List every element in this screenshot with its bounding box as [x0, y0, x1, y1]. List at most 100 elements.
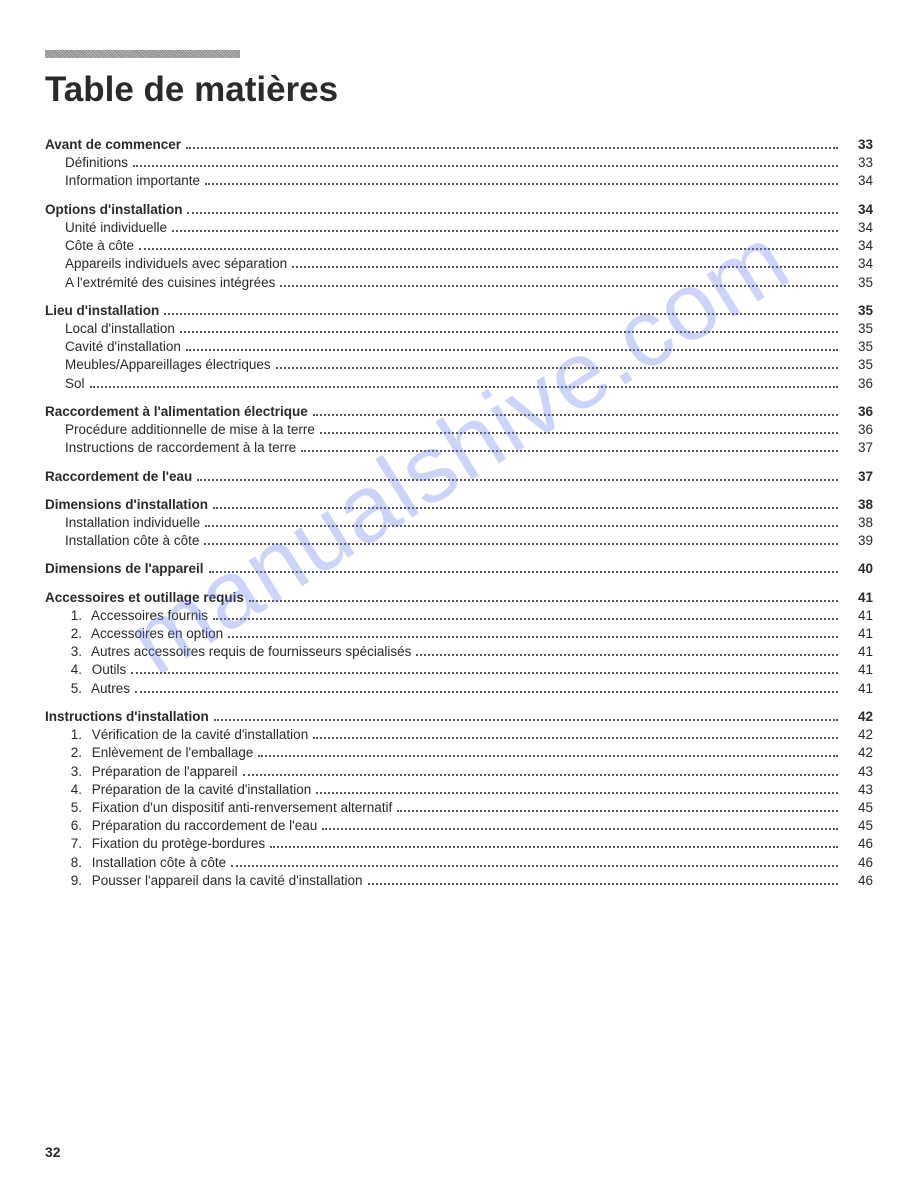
toc-heading-page: 35: [843, 302, 873, 320]
toc-item-label: 3. Autres accessoires requis de fourniss…: [45, 643, 411, 661]
toc-leader-dots: [172, 230, 838, 232]
toc-item-label: Procédure additionnelle de mise à la ter…: [45, 421, 315, 439]
toc-item-row: Installation côte à côte 39: [45, 532, 873, 550]
toc-item-page: 46: [843, 854, 873, 872]
toc-item-label: 5. Fixation d'un dispositif anti-renvers…: [45, 799, 392, 817]
toc-leader-dots: [204, 543, 838, 545]
toc-leader-dots: [243, 774, 838, 776]
toc-item-page: 43: [843, 763, 873, 781]
toc-item-number: 1.: [60, 607, 82, 625]
toc-item-row: 8. Installation côte à côte 46: [45, 854, 873, 872]
toc-leader-dots: [270, 846, 838, 848]
toc-leader-dots: [133, 165, 838, 167]
toc-item-page: 35: [843, 274, 873, 292]
toc-item-label: Appareils individuels avec séparation: [45, 255, 287, 273]
toc-item-row: 1. Accessoires fournis 41: [45, 607, 873, 625]
toc-item-page: 45: [843, 799, 873, 817]
toc-item-page: 34: [843, 237, 873, 255]
toc-item-row: Définitions33: [45, 154, 873, 172]
toc-item-label: 2. Accessoires en option: [45, 625, 223, 643]
toc-item-row: Local d'installation35: [45, 320, 873, 338]
toc-item-label: 3. Préparation de l'appareil: [45, 763, 238, 781]
toc-item-number: 2.: [60, 625, 82, 643]
toc-item-page: 41: [843, 607, 873, 625]
toc-item-label: 6. Préparation du raccordement de l'eau: [45, 817, 317, 835]
toc-leader-dots: [313, 414, 838, 416]
toc-leader-dots: [213, 507, 838, 509]
table-of-contents: Avant de commencer33Définitions33Informa…: [45, 136, 873, 890]
page-number: 32: [45, 1144, 61, 1160]
toc-item-row: Procédure additionnelle de mise à la ter…: [45, 421, 873, 439]
toc-item-label: 1. Accessoires fournis: [45, 607, 208, 625]
toc-item-page: 41: [843, 661, 873, 679]
toc-leader-dots: [214, 719, 838, 721]
toc-leader-dots: [320, 432, 838, 434]
toc-item-label: Information importante: [45, 172, 200, 190]
toc-item-row: A l'extrémité des cuisines intégrées 35: [45, 274, 873, 292]
toc-item-number: 4.: [60, 781, 82, 799]
toc-item-number: 8.: [60, 854, 82, 872]
toc-item-label: A l'extrémité des cuisines intégrées: [45, 274, 275, 292]
toc-leader-dots: [397, 810, 838, 812]
toc-section: Avant de commencer33Définitions33Informa…: [45, 136, 873, 191]
toc-leader-dots: [186, 147, 838, 149]
toc-heading-label: Options d'installation: [45, 201, 182, 219]
toc-heading-row: Accessoires et outillage requis41: [45, 589, 873, 607]
toc-leader-dots: [313, 737, 838, 739]
toc-item-row: 6. Préparation du raccordement de l'eau 4…: [45, 817, 873, 835]
toc-item-label: Installation côte à côte: [45, 532, 199, 550]
toc-item-row: Appareils individuels avec séparation 34: [45, 255, 873, 273]
toc-leader-dots: [90, 386, 838, 388]
toc-item-row: 9. Pousser l'appareil dans la cavité d'i…: [45, 872, 873, 890]
toc-section: Raccordement à l'alimentation électrique…: [45, 403, 873, 458]
toc-heading-page: 36: [843, 403, 873, 421]
toc-heading-row: Dimensions de l'appareil40: [45, 560, 873, 578]
toc-leader-dots: [231, 865, 838, 867]
toc-item-label: 9. Pousser l'appareil dans la cavité d'i…: [45, 872, 363, 890]
toc-item-label: 2. Enlèvement de l'emballage: [45, 744, 253, 762]
toc-heading-page: 37: [843, 468, 873, 486]
toc-item-row: 3. Autres accessoires requis de fourniss…: [45, 643, 873, 661]
toc-item-row: 4. Outils41: [45, 661, 873, 679]
toc-section: Accessoires et outillage requis411. Acce…: [45, 589, 873, 698]
toc-item-row: Information importante34: [45, 172, 873, 190]
header-decorative-bar: [45, 50, 240, 58]
toc-item-page: 34: [843, 255, 873, 273]
toc-item-label: 5. Autres: [45, 680, 130, 698]
toc-section: Raccordement de l'eau37: [45, 468, 873, 486]
toc-leader-dots: [209, 571, 838, 573]
toc-item-row: 7. Fixation du protège-bordures46: [45, 835, 873, 853]
toc-item-label: 8. Installation côte à côte: [45, 854, 226, 872]
toc-item-row: 3. Préparation de l'appareil 43: [45, 763, 873, 781]
toc-item-page: 35: [843, 356, 873, 374]
toc-item-page: 39: [843, 532, 873, 550]
toc-item-row: Installation individuelle38: [45, 514, 873, 532]
toc-item-page: 38: [843, 514, 873, 532]
toc-leader-dots: [164, 313, 838, 315]
toc-item-page: 45: [843, 817, 873, 835]
toc-item-row: Unité individuelle34: [45, 219, 873, 237]
toc-item-page: 41: [843, 643, 873, 661]
toc-item-number: 7.: [60, 835, 82, 853]
toc-leader-dots: [135, 691, 838, 693]
toc-leader-dots: [228, 636, 838, 638]
toc-heading-row: Avant de commencer33: [45, 136, 873, 154]
toc-leader-dots: [301, 450, 838, 452]
toc-heading-row: Raccordement de l'eau37: [45, 468, 873, 486]
toc-item-page: 41: [843, 625, 873, 643]
toc-leader-dots: [322, 828, 838, 830]
toc-item-page: 42: [843, 744, 873, 762]
toc-heading-label: Accessoires et outillage requis: [45, 589, 244, 607]
toc-item-row: 2. Enlèvement de l'emballage 42: [45, 744, 873, 762]
toc-leader-dots: [180, 331, 838, 333]
toc-item-row: 5. Autres41: [45, 680, 873, 698]
toc-heading-label: Dimensions de l'appareil: [45, 560, 204, 578]
toc-heading-page: 38: [843, 496, 873, 514]
toc-leader-dots: [213, 618, 838, 620]
toc-heading-page: 34: [843, 201, 873, 219]
toc-item-number: 3.: [60, 643, 82, 661]
toc-heading-label: Lieu d'installation: [45, 302, 159, 320]
toc-item-number: 3.: [60, 763, 82, 781]
toc-item-row: Meubles/Appareillages électriques35: [45, 356, 873, 374]
toc-leader-dots: [280, 285, 838, 287]
